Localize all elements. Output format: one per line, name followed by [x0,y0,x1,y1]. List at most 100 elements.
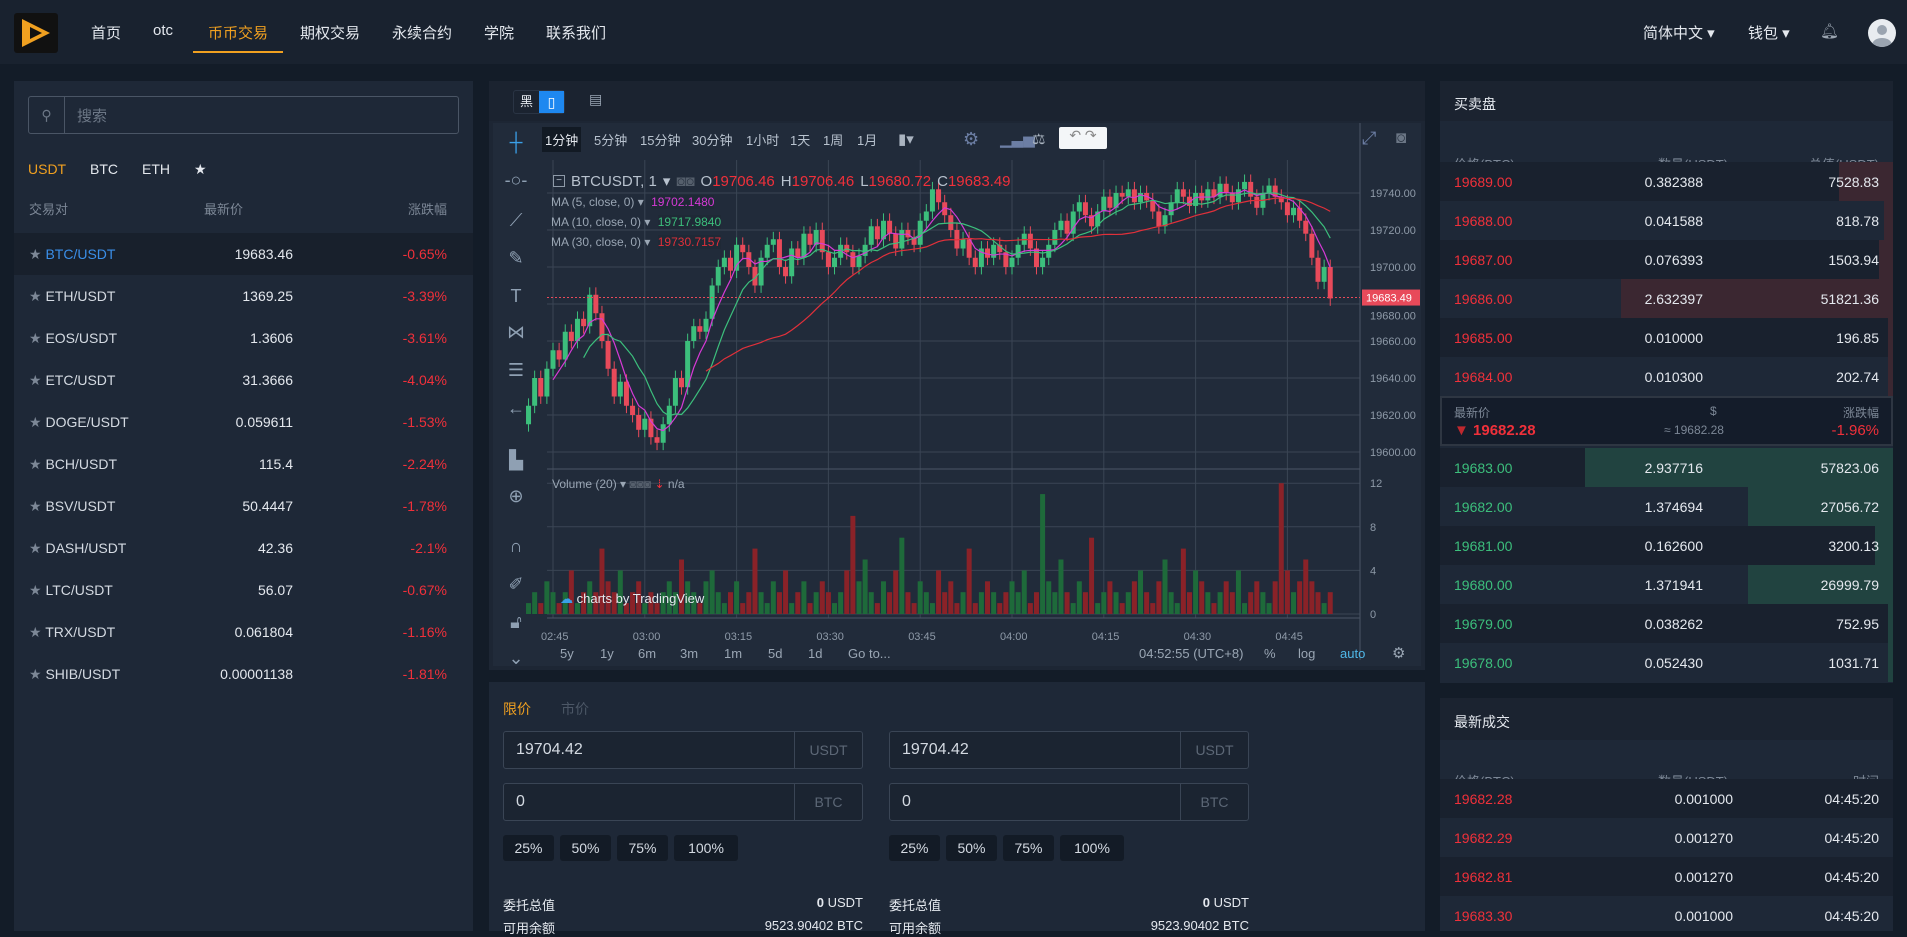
tab-btc[interactable]: BTC [90,161,118,177]
search-input[interactable]: ⚲ 搜索 [28,96,459,134]
bids-row[interactable]: 19682.00 1.374694 27056.72 [1440,487,1893,526]
range-button[interactable]: 6m [638,646,657,661]
undo-redo-buttons[interactable]: ↶ ↷ [1059,127,1107,149]
back-arrow-icon[interactable]: ← [507,398,525,418]
buy-pct-button[interactable]: 25% [503,835,554,861]
star-icon[interactable]: ★ [29,623,42,640]
tab-limit[interactable]: 限价 [503,701,531,717]
wallet-menu[interactable]: 钱包 ▾ [1748,25,1790,42]
text-icon[interactable]: T [510,286,522,306]
collapse-icon[interactable]: − [553,175,565,187]
sell-pct-button[interactable]: 25% [889,835,940,861]
sell-price-input[interactable]: 19704.42 USDT [889,731,1249,769]
interval-7[interactable]: 1月 [857,133,878,148]
nav-perpetual[interactable]: 永续合约 [392,25,453,42]
unlock-icon[interactable]: 🔓︎ [510,612,522,632]
market-row[interactable]: ★ BTC/USDT 19683.46 -0.65% [14,233,473,275]
sell-pct-button[interactable]: 75% [1003,835,1054,861]
magnet-icon[interactable]: ∩ [509,536,523,556]
sell-amount-input[interactable]: 0 BTC [889,783,1249,821]
asks-row[interactable]: 19687.00 0.076393 1503.94 [1440,240,1893,279]
zoom-in-icon[interactable]: ⊕ [508,486,524,506]
camera-icon[interactable]: ◙ [1396,128,1407,147]
horizontal-line-icon[interactable]: -○- [504,170,528,190]
interval-2[interactable]: 15分钟 [640,133,681,148]
buy-price-input[interactable]: 19704.42 USDT [503,731,863,769]
indicators-icon[interactable]: ▁▃▅ [1000,131,1035,148]
star-icon[interactable]: ★ [29,287,42,304]
star-icon[interactable]: ★ [29,497,42,514]
crosshair-icon[interactable]: ┼ [509,132,523,152]
buy-pct-button[interactable]: 100% [674,835,738,861]
bids-row[interactable]: 19678.00 0.052430 1031.71 [1440,643,1893,682]
tab-favorites[interactable]: ★ [194,161,207,177]
range-button[interactable]: 5y [560,646,574,661]
nav-otc[interactable]: otc [153,22,174,39]
bids-row[interactable]: 19680.00 1.371941 26999.79 [1440,565,1893,604]
nav-options[interactable]: 期权交易 [300,25,361,42]
nav-home[interactable]: 首页 [91,25,122,42]
theme-blue-button[interactable]: ▯ [539,91,564,113]
buy-pct-button[interactable]: 50% [560,835,611,861]
price-chart[interactable]: 19600.00 19620.00 19640.00 19660.00 19680.00… [0,0,1907,680]
percent-scale-toggle[interactable]: % [1264,646,1276,661]
measure-icon[interactable]: ▙ [509,450,523,470]
market-row[interactable]: ★ BSV/USDT 50.4447 -1.78% [14,485,473,527]
star-icon[interactable]: ★ [29,329,42,346]
market-row[interactable]: ★ EOS/USDT 1.3606 -3.61% [14,317,473,359]
bids-row[interactable]: 19683.00 2.937716 57823.06 [1440,448,1893,487]
language-select[interactable]: 简体中文 ▾ [1643,25,1715,42]
tab-eth[interactable]: ETH [142,161,170,177]
sell-pct-button[interactable]: 50% [946,835,997,861]
nav-academy[interactable]: 学院 [484,25,515,42]
market-row[interactable]: ★ ETC/USDT 31.3666 -4.04% [14,359,473,401]
market-row[interactable]: ★ DASH/USDT 42.36 -2.1% [14,527,473,569]
asks-row[interactable]: 19686.00 2.632397 51821.36 [1440,279,1893,318]
nav-contact[interactable]: 联系我们 [546,25,607,42]
symbol-dropdown-icon[interactable]: ▾ [662,173,671,190]
chart-settings-icon[interactable]: ⚙ [1392,645,1406,662]
buy-pct-button[interactable]: 75% [617,835,668,861]
buy-amount-input[interactable]: 0 BTC [503,783,863,821]
interval-3[interactable]: 30分钟 [692,133,733,148]
fib-icon[interactable]: ☰ [507,360,525,380]
bids-row[interactable]: 19679.00 0.038262 752.95 [1440,604,1893,643]
asks-row[interactable]: 19684.00 0.010300 202.74 [1440,357,1893,396]
range-button[interactable]: 5d [768,646,783,661]
pattern-icon[interactable]: ⋈ [507,322,525,342]
asks-row[interactable]: 19685.00 0.010000 196.85 [1440,318,1893,357]
chevron-down-icon[interactable]: ⌄ [508,648,524,668]
theme-black-button[interactable]: 黑 [519,94,533,109]
star-icon[interactable]: ★ [29,581,42,598]
settings-gear-icon[interactable]: ⚙ [963,129,980,149]
tradingview-watermark[interactable]: ☁ charts by TradingView [560,591,705,606]
interval-4[interactable]: 1小时 [746,133,780,148]
star-icon[interactable]: ★ [29,413,42,430]
logo[interactable] [14,13,58,53]
nav-spot[interactable]: 币币交易 [208,25,269,42]
range-button[interactable]: 1m [724,646,743,661]
tab-market[interactable]: 市价 [561,701,589,717]
market-row[interactable]: ★ SHIB/USDT 0.00001138 -1.81% [14,653,473,695]
market-row[interactable]: ★ LTC/USDT 56.07 -0.67% [14,569,473,611]
star-icon[interactable]: ★ [29,665,42,682]
interval-0[interactable]: 1分钟 [542,127,582,152]
interval-6[interactable]: 1周 [823,133,844,148]
star-icon[interactable]: ★ [29,245,42,262]
symbol-settings-icons[interactable]: ◙◙ [676,172,695,190]
sell-pct-button[interactable]: 100% [1060,835,1124,861]
compare-scale-icon[interactable]: ⚖ [1032,131,1046,148]
market-row[interactable]: ★ BCH/USDT 115.4 -2.24% [14,443,473,485]
fullscreen-doc-icon[interactable]: ▤ [589,91,603,107]
candle-type-icon[interactable]: ▮▾ [898,131,914,148]
range-button[interactable]: 3m [680,646,699,661]
fullscreen-icon[interactable]: ⤢ [1362,128,1377,148]
avatar[interactable] [1868,19,1896,47]
lock-drawing-icon[interactable]: ✐ [508,574,524,594]
interval-5[interactable]: 1天 [790,133,811,148]
asks-row[interactable]: 19689.00 0.382388 7528.83 [1440,162,1893,201]
star-icon[interactable]: ★ [29,371,42,388]
auto-scale-toggle[interactable]: auto [1340,646,1366,661]
range-button[interactable]: 1y [600,646,614,661]
range-button[interactable]: Go to... [848,646,891,661]
